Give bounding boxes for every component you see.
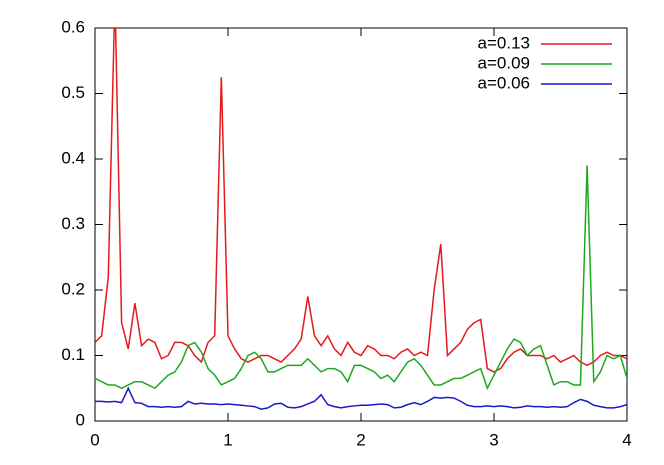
x-tick-label: 0 xyxy=(90,430,99,449)
x-tick-label: 2 xyxy=(356,430,365,449)
legend-label: a=0.09 xyxy=(478,53,530,72)
data-line xyxy=(95,28,627,373)
y-tick-label: 0.6 xyxy=(61,17,85,36)
x-tick-label: 1 xyxy=(223,430,232,449)
legend-label: a=0.06 xyxy=(478,73,530,92)
x-tick-label: 4 xyxy=(622,430,631,449)
data-line xyxy=(95,165,627,391)
plot-area xyxy=(95,28,627,410)
y-tick-label: 0.1 xyxy=(61,345,85,364)
y-tick-label: 0 xyxy=(76,410,85,429)
y-tick-label: 0.3 xyxy=(61,214,85,233)
y-tick-label: 0.2 xyxy=(61,279,85,298)
data-line xyxy=(95,386,627,410)
plot-frame xyxy=(94,27,628,422)
x-tick-label: 3 xyxy=(489,430,498,449)
y-tick-label: 0.4 xyxy=(61,148,85,167)
legend-label: a=0.13 xyxy=(478,33,530,52)
y-tick-label: 0.5 xyxy=(61,83,85,102)
